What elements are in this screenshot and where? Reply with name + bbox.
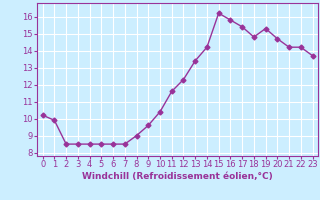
X-axis label: Windchill (Refroidissement éolien,°C): Windchill (Refroidissement éolien,°C) bbox=[82, 172, 273, 181]
